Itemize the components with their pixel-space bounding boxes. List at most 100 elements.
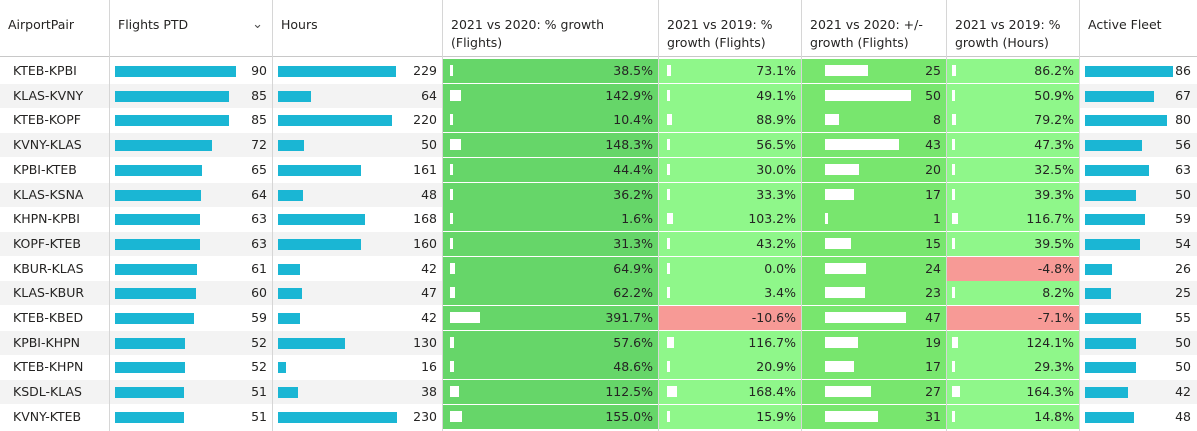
column-header-2020-delta-flights[interactable]: 2021 vs 2020: +/- growth (Flights) [802, 0, 947, 57]
table-row[interactable]: KPBI-KTEB 65 161 44.4% 30.0% 20 32.5% 63 [0, 157, 1197, 182]
growth-2019-hours-value: 29.3% [1034, 359, 1074, 375]
growth-2020-flights-bar [450, 336, 454, 348]
flights-ptd-cell: 61 [110, 257, 273, 281]
flights-ptd-cell: 52 [110, 331, 273, 355]
column-header-flights-ptd[interactable]: Flights PTD ⌄ [110, 0, 273, 57]
column-header-2019-growth-hours[interactable]: 2021 vs 2019: % growth (Hours) [947, 0, 1080, 57]
hours-cell: 220 [273, 108, 443, 132]
growth-2019-flights-cell: 0.0% [659, 256, 802, 281]
table-row[interactable]: KLAS-KBUR 60 47 62.2% 3.4% 23 8.2% 25 [0, 281, 1197, 306]
growth-2019-hours-value: 39.5% [1034, 235, 1074, 251]
table-row[interactable]: KVNY-KTEB 51 230 155.0% 15.9% 31 14.8% 48 [0, 404, 1197, 429]
table-row[interactable]: KHPN-KPBI 63 168 1.6% 103.2% 1 116.7% 59 [0, 207, 1197, 232]
table-row[interactable]: KLAS-KSNA 64 48 36.2% 33.3% 17 39.3% 50 [0, 182, 1197, 207]
growth-2019-hours-cell: 164.3% [947, 380, 1080, 405]
growth-2020-flights-cell: 112.5% [443, 380, 659, 405]
hours-bar [278, 140, 304, 152]
active-fleet-cell: 56 [1080, 133, 1197, 157]
growth-2020-flights-value: 62.2% [613, 285, 653, 301]
growth-2019-hours-value: 50.9% [1034, 87, 1074, 103]
header-label: AirportPair [8, 17, 75, 32]
growth-2020-flights-value: 31.3% [613, 235, 653, 251]
flights-ptd-value: 90 [251, 63, 267, 78]
active-fleet-bar [1085, 66, 1173, 77]
growth-2020-flights-cell: 148.3% [443, 133, 659, 158]
growth-2020-flights-value: 10.4% [613, 112, 653, 128]
airport-pair-cell: KPBI-KHPN [13, 334, 80, 350]
growth-2019-flights-bar [667, 213, 673, 225]
growth-2019-hours-cell: 50.9% [947, 83, 1080, 108]
growth-2020-flights-bar [450, 361, 454, 373]
column-divider [658, 0, 659, 431]
header-label: 2021 vs 2020: % growth (Flights) [451, 17, 605, 50]
delta-2020-flights-value: 24 [925, 260, 941, 276]
growth-2019-hours-cell: 39.3% [947, 182, 1080, 207]
hours-value: 42 [421, 260, 437, 276]
flights-ptd-bar [115, 66, 236, 77]
hours-bar [278, 238, 361, 250]
flights-ptd-cell: 72 [110, 133, 273, 157]
header-label: 2021 vs 2019: % growth (Flights) [667, 17, 773, 50]
column-header-active-fleet[interactable]: Active Fleet [1080, 0, 1197, 57]
chevron-down-icon[interactable]: ⌄ [252, 17, 263, 32]
growth-2020-flights-bar [450, 312, 480, 323]
hours-bar [278, 66, 396, 77]
hours-value: 160 [413, 235, 437, 251]
table-row[interactable]: KTEB-KBED 59 42 391.7% -10.6% 47 -7.1% 55 [0, 306, 1197, 330]
active-fleet-cell: 25 [1080, 281, 1197, 305]
column-divider [109, 0, 110, 431]
growth-2019-flights-value: 88.9% [756, 112, 796, 128]
column-header-2019-growth-flights[interactable]: 2021 vs 2019: % growth (Flights) [659, 0, 802, 57]
growth-2020-flights-value: 36.2% [613, 186, 653, 202]
table-row[interactable]: KVNY-KLAS 72 50 148.3% 56.5% 43 47.3% 56 [0, 133, 1197, 158]
delta-2020-flights-bar [825, 410, 878, 422]
column-header-2020-growth-flights[interactable]: 2021 vs 2020: % growth (Flights) [443, 0, 659, 57]
growth-2019-flights-cell: 33.3% [659, 182, 802, 207]
growth-2019-flights-value: 103.2% [748, 211, 796, 227]
table-row[interactable]: KTEB-KPBI 90 229 38.5% 73.1% 25 86.2% 86 [0, 59, 1197, 83]
active-fleet-bar [1085, 387, 1128, 399]
active-fleet-value: 48 [1175, 408, 1191, 424]
delta-2020-flights-cell: 50 [802, 83, 947, 108]
table-row[interactable]: KBUR-KLAS 61 42 64.9% 0.0% 24 -4.8% 26 [0, 256, 1197, 281]
column-header-hours[interactable]: Hours [273, 0, 443, 57]
header-label: 2021 vs 2020: +/- growth (Flights) [810, 17, 923, 50]
delta-2020-flights-value: 17 [925, 186, 941, 202]
column-header-airport-pair[interactable]: AirportPair [0, 0, 110, 57]
table-row[interactable]: KSDL-KLAS 51 38 112.5% 168.4% 27 164.3% 42 [0, 380, 1197, 405]
table-row[interactable]: KOPF-KTEB 63 160 31.3% 43.2% 15 39.5% 54 [0, 231, 1197, 256]
growth-2019-flights-cell: 3.4% [659, 281, 802, 306]
active-fleet-value: 54 [1175, 235, 1191, 251]
airport-pair-cell: KOPF-KTEB [13, 235, 81, 251]
active-fleet-cell: 59 [1080, 207, 1197, 231]
growth-2019-hours-value: -7.1% [1037, 310, 1074, 325]
hours-bar [278, 411, 397, 423]
hours-bar [278, 263, 300, 275]
growth-2019-flights-bar [667, 336, 674, 348]
table-row[interactable]: KLAS-KVNY 85 64 142.9% 49.1% 50 50.9% 67 [0, 83, 1197, 108]
flights-ptd-value: 61 [251, 260, 267, 276]
growth-2019-hours-value: 14.8% [1034, 408, 1074, 424]
growth-2020-flights-value: 44.4% [613, 161, 653, 177]
growth-2020-flights-cell: 62.2% [443, 281, 659, 306]
growth-2019-hours-cell: 32.5% [947, 157, 1080, 182]
active-fleet-bar [1085, 164, 1149, 176]
growth-2019-hours-value: -4.8% [1037, 260, 1074, 276]
active-fleet-cell: 63 [1080, 158, 1197, 182]
table-row[interactable]: KTEB-KOPF 85 220 10.4% 88.9% 8 79.2% 80 [0, 108, 1197, 133]
active-fleet-bar [1085, 189, 1136, 201]
airport-pair-cell: KTEB-KBED [13, 310, 84, 325]
growth-2019-hours-cell: 79.2% [947, 108, 1080, 133]
growth-2019-hours-value: 47.3% [1034, 137, 1074, 153]
table-row[interactable]: KPBI-KHPN 52 130 57.6% 116.7% 19 124.1% 50 [0, 330, 1197, 355]
growth-2020-flights-bar [450, 386, 459, 398]
growth-2019-hours-bar [952, 410, 955, 422]
table-row[interactable]: KTEB-KHPN 52 16 48.6% 20.9% 17 29.3% 50 [0, 355, 1197, 380]
growth-2019-flights-bar [667, 361, 670, 373]
hours-bar [278, 362, 286, 374]
header-label: 2021 vs 2019: % growth (Hours) [955, 17, 1061, 50]
growth-2019-hours-cell: 124.1% [947, 330, 1080, 355]
growth-2019-flights-cell: 43.2% [659, 231, 802, 256]
growth-2020-flights-cell: 155.0% [443, 404, 659, 429]
flights-ptd-cell: 63 [110, 232, 273, 256]
